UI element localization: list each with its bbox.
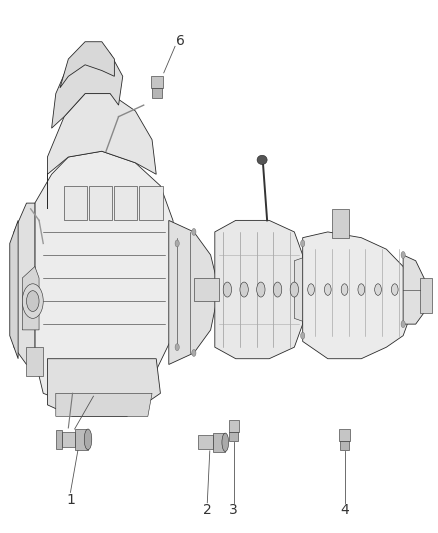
Polygon shape [151, 76, 163, 88]
Ellipse shape [257, 155, 267, 165]
Ellipse shape [84, 429, 92, 450]
Ellipse shape [325, 284, 331, 295]
Ellipse shape [26, 290, 39, 311]
Ellipse shape [257, 282, 265, 297]
Polygon shape [303, 232, 412, 359]
Ellipse shape [341, 284, 348, 295]
Polygon shape [56, 430, 62, 449]
Polygon shape [22, 266, 39, 330]
Polygon shape [198, 435, 213, 449]
Polygon shape [139, 186, 162, 220]
Ellipse shape [175, 240, 179, 247]
Polygon shape [35, 151, 177, 405]
Polygon shape [340, 441, 349, 450]
Ellipse shape [300, 240, 305, 247]
Polygon shape [403, 255, 428, 324]
Ellipse shape [192, 229, 196, 236]
Polygon shape [62, 432, 74, 447]
Polygon shape [64, 186, 87, 220]
Polygon shape [332, 209, 349, 238]
Ellipse shape [401, 321, 405, 328]
Polygon shape [10, 220, 18, 359]
Polygon shape [213, 433, 225, 451]
Polygon shape [52, 47, 123, 128]
Polygon shape [229, 421, 239, 432]
Text: 4: 4 [340, 503, 349, 516]
Polygon shape [194, 278, 219, 301]
Polygon shape [47, 94, 156, 209]
Ellipse shape [290, 282, 299, 297]
Text: 3: 3 [229, 503, 238, 516]
Ellipse shape [192, 350, 196, 357]
Ellipse shape [223, 282, 232, 297]
Ellipse shape [273, 282, 282, 297]
Text: 6: 6 [176, 34, 185, 47]
Polygon shape [294, 255, 319, 324]
Polygon shape [215, 220, 303, 359]
Ellipse shape [240, 282, 248, 297]
Ellipse shape [374, 284, 381, 295]
Polygon shape [89, 186, 112, 220]
Polygon shape [169, 220, 219, 365]
Text: 2: 2 [203, 503, 212, 516]
Polygon shape [26, 347, 43, 376]
Polygon shape [47, 359, 160, 416]
Ellipse shape [175, 344, 179, 351]
Text: 1: 1 [66, 493, 75, 507]
Polygon shape [56, 393, 152, 416]
Ellipse shape [222, 433, 229, 451]
Polygon shape [339, 429, 350, 441]
Ellipse shape [308, 284, 314, 295]
Ellipse shape [401, 252, 405, 259]
Ellipse shape [300, 332, 305, 339]
Ellipse shape [22, 284, 43, 318]
Polygon shape [420, 278, 432, 313]
Ellipse shape [392, 284, 398, 295]
Polygon shape [230, 432, 238, 441]
Polygon shape [14, 203, 35, 365]
Polygon shape [114, 186, 138, 220]
Polygon shape [152, 88, 162, 98]
Polygon shape [74, 429, 88, 450]
Polygon shape [60, 42, 114, 88]
Ellipse shape [358, 284, 364, 295]
